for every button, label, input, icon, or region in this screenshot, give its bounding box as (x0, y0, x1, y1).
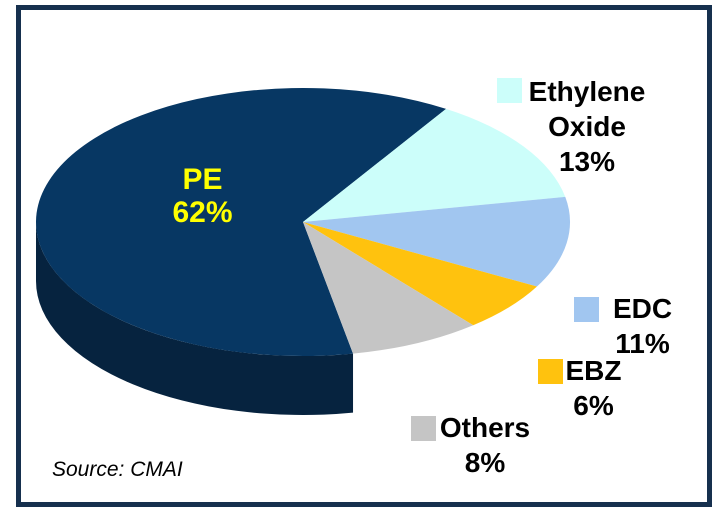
legend-entry-ebz: EBZ 6% (556, 353, 631, 423)
pie-slice-others (303, 222, 474, 354)
legend-label-line: EDC (612, 293, 673, 324)
legend-entry-others: Others 8% (435, 410, 535, 480)
legend-swatch-others (411, 416, 436, 441)
pie-slice-label-pe: PE 62% (145, 163, 260, 229)
legend-percent: 6% (573, 390, 614, 421)
legend-percent: 11% (615, 328, 670, 359)
pie-side-pe (36, 222, 354, 415)
legend-percent: 8% (464, 447, 506, 478)
legend-label-line: EBZ (565, 355, 622, 386)
legend-percent: 13% (558, 146, 616, 177)
legend-entry-ethylene-oxide: Ethylene Oxide 13% (520, 74, 654, 179)
legend-swatch-ebz (538, 359, 563, 384)
legend-label-line: Ethylene (528, 76, 646, 107)
pie-slice-pe (36, 88, 447, 356)
legend-swatch-ethylene-oxide (497, 78, 522, 103)
pe-label-name: PE (182, 163, 223, 196)
pe-label-percent: 62% (172, 196, 233, 229)
legend-entry-edc: EDC 11% (600, 291, 685, 361)
pie-slice-ethylene-oxide (303, 108, 566, 222)
pie-slice-ebz (303, 222, 537, 326)
pie-slice-edc (303, 196, 570, 287)
legend-label-line: Oxide (548, 111, 626, 142)
legend-swatch-edc (574, 297, 599, 322)
source-note: Source: CMAI (52, 458, 183, 481)
legend-label-line: Others (439, 412, 531, 443)
